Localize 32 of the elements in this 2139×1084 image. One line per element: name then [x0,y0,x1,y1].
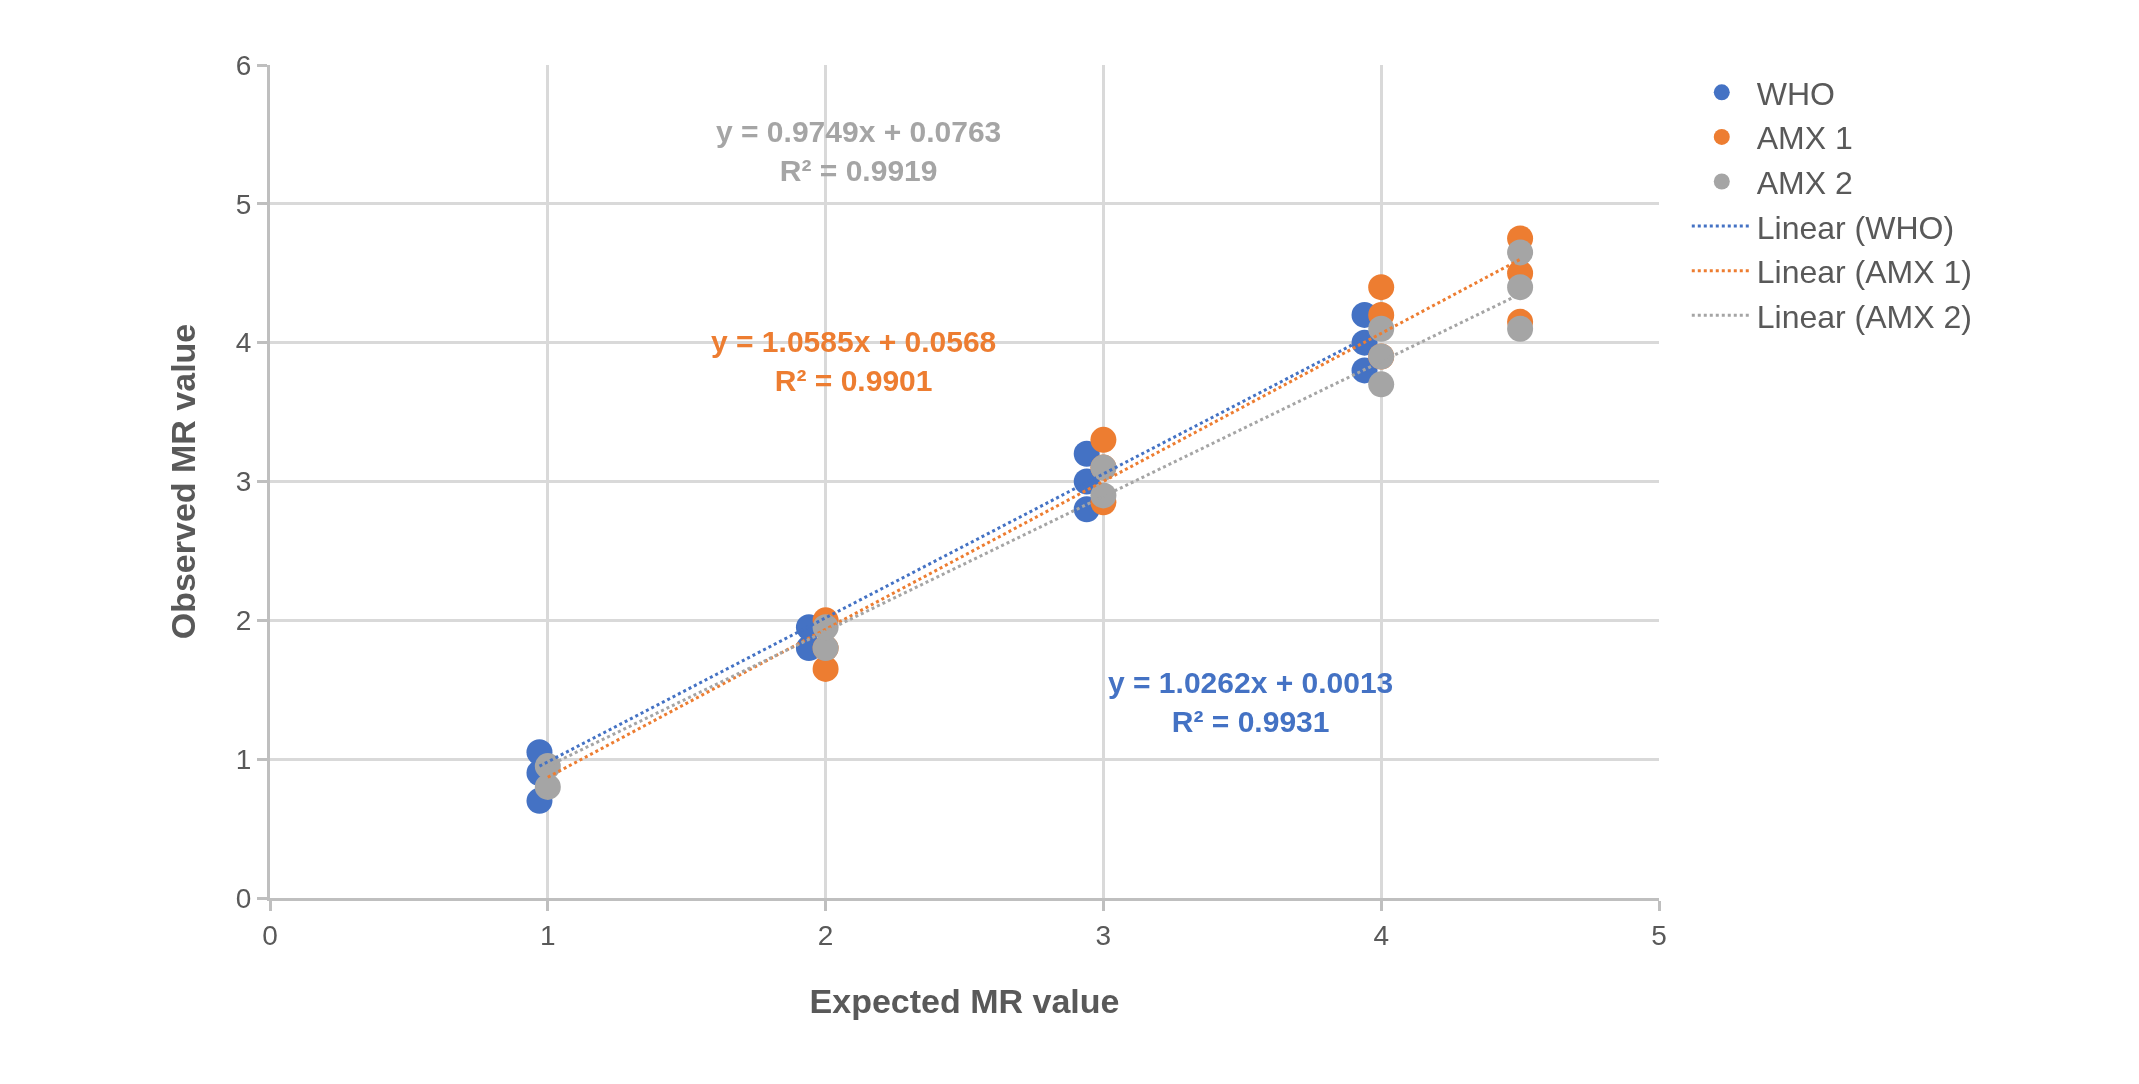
point [1368,274,1395,301]
y-tick-label: 0 [235,882,252,914]
x-tick-label: 0 [262,919,278,951]
y-tick-label: 3 [235,466,252,498]
x-tick-label: 3 [1095,919,1112,951]
legend-label: Linear (WHO) [1756,209,1955,246]
y-tick-label: 4 [235,327,252,359]
annotation: y = 0.9749x + 0.0763 R² = 0.9919 [716,115,1002,187]
legend-label: AMX 2 [1756,164,1853,201]
legend-label: Linear (AMX 1) [1756,254,1972,291]
annotation: y = 1.0262x + 0.0013 R² = 0.9931 [1108,666,1394,738]
x-tick-label: 4 [1373,919,1389,951]
y-tick-label: 6 [235,49,252,81]
y-tick-label: 1 [235,743,252,775]
point [1368,315,1395,342]
x-axis-title: Expected MR value [809,981,1120,1020]
y-axis-title: Observed MR value [164,323,203,640]
legend-label: Linear (AMX 2) [1756,298,1972,335]
point [1368,371,1395,398]
x-tick-label: 2 [817,919,834,951]
legend-label: AMX 1 [1756,120,1853,157]
y-tick-label: 5 [235,188,252,220]
point [1507,315,1534,342]
point [1090,482,1117,509]
point [1507,239,1534,266]
point [1090,426,1117,453]
legend-label: WHO [1756,75,1835,112]
x-tick-label: 1 [540,919,556,951]
annotation: y = 1.0585x + 0.0568 R² = 0.9901 [711,325,997,397]
y-tick-label: 2 [235,605,252,637]
point [1507,274,1534,301]
x-tick-label: 5 [1651,919,1667,951]
